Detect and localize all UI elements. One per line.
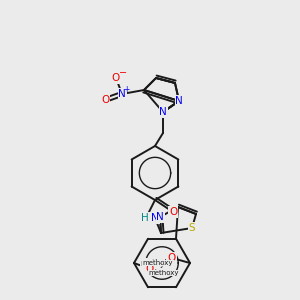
Text: O: O — [112, 73, 120, 83]
Text: N: N — [175, 96, 183, 106]
Text: O: O — [159, 262, 160, 263]
Text: methoxy: methoxy — [149, 270, 179, 276]
Text: −: − — [119, 68, 127, 78]
Text: methoxy: methoxy — [143, 260, 173, 266]
Text: O: O — [101, 95, 109, 105]
Text: N: N — [151, 213, 159, 223]
Text: N: N — [156, 212, 164, 222]
Text: S: S — [189, 223, 195, 233]
Text: O: O — [169, 207, 177, 217]
Text: H: H — [141, 213, 149, 223]
Text: +: + — [123, 85, 129, 94]
Text: O: O — [168, 253, 176, 263]
Text: methyl: methyl — [141, 259, 167, 268]
Text: N: N — [159, 107, 167, 117]
Text: O: O — [146, 264, 154, 274]
Text: N: N — [118, 89, 126, 99]
